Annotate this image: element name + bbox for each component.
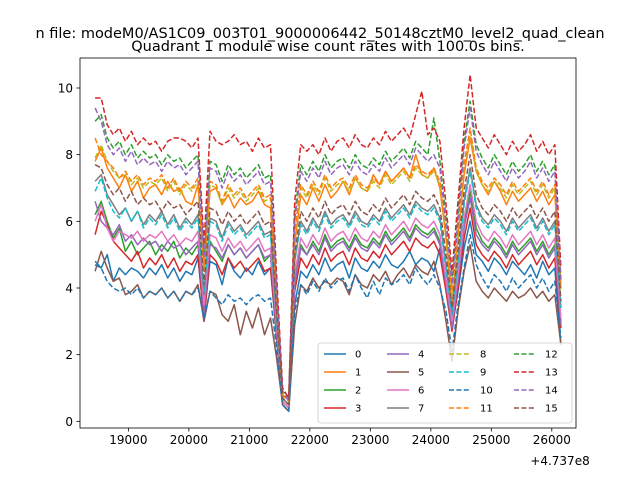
legend-label-11: 11 [480,404,493,415]
y-tick-label: 8 [65,148,73,162]
y-tick-label: 2 [65,348,73,362]
series-line-14 [94,107,562,403]
series-line-10 [94,233,562,413]
legend-label-1: 1 [355,368,361,379]
x-offset-label: +4.737e8 [530,454,589,468]
figure-suptitle: n file: modeM0/AS1C09_003T01_9000006442_… [35,26,604,42]
x-tick-label: 24000 [412,433,450,447]
series-line-6 [94,183,562,409]
legend-label-5: 5 [418,368,424,379]
series-line-13 [95,73,562,399]
y-tick-label: 6 [65,215,73,229]
series-line-0 [94,220,562,413]
legend-label-7: 7 [418,404,424,415]
x-tick-label: 21000 [230,433,268,447]
legend-label-13: 13 [545,368,558,379]
legend-label-2: 2 [355,386,361,397]
x-tick-label: 23000 [351,433,389,447]
legend-frame [317,342,573,424]
legend-label-15: 15 [545,404,558,415]
y-tick-label: 10 [58,82,73,96]
y-tick-label: 0 [65,415,73,429]
axes: 19000 20000 21000 22000 23000 24000 25000 26000… [58,57,577,447]
series-line-11 [94,127,562,403]
legend-label-6: 6 [418,386,424,397]
x-tick-label: 26000 [533,433,571,447]
series-line-2 [94,190,562,409]
chart-title: Quadrant 1 module wise count rates with … [131,39,525,55]
x-tick-label: 25000 [472,433,510,447]
legend-label-10: 10 [480,386,493,397]
series-line-9 [94,170,562,406]
series-line-7 [94,167,562,406]
y-tick-label: 4 [65,282,73,296]
series-line-8 [94,130,562,403]
legend-label-14: 14 [545,386,558,397]
series-line-15 [94,153,562,406]
series-line-12 [94,100,562,399]
x-tick-label: 20000 [170,433,208,447]
legend-label-8: 8 [480,350,486,361]
legend-label-0: 0 [355,350,361,361]
x-tick-label: 22000 [291,433,329,447]
legend-label-4: 4 [418,350,424,361]
legend-label-12: 12 [545,350,558,361]
plot-lines [94,73,562,413]
legend-label-3: 3 [355,404,361,415]
plot-frame [79,57,577,429]
legend-label-9: 9 [480,368,486,379]
series-line-4 [94,197,562,409]
x-tick-label: 19000 [109,433,147,447]
series-line-3 [94,207,562,409]
